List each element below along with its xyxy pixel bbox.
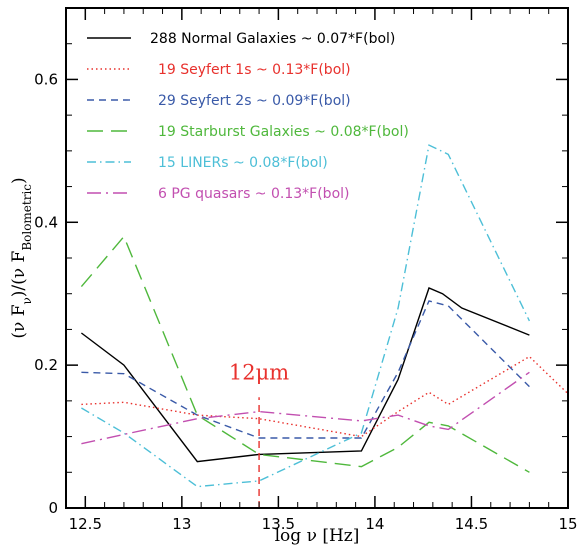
x-axis-label: log ν [Hz] — [275, 526, 360, 546]
legend-label-1: 19 Seyfert 1s ~ 0.13*F(bol) — [158, 62, 351, 78]
series-line-5 — [81, 371, 530, 445]
x-tick-label: 12.5 — [69, 515, 102, 533]
series-layer — [80, 144, 569, 488]
annotation-layer: 12μm — [229, 360, 289, 508]
series-line-4 — [81, 144, 531, 488]
x-tick-label: 15 — [558, 515, 577, 533]
legend: 288 Normal Galaxies ~ 0.07*F(bol) 19 Seyf… — [87, 31, 409, 202]
series-line-2 — [81, 300, 530, 439]
legend-label-0: 288 Normal Galaxies ~ 0.07*F(bol) — [150, 31, 395, 47]
x-tick-label: 13 — [172, 515, 191, 533]
legend-label-3: 19 Starburst Galaxies ~ 0.08*F(bol) — [158, 124, 409, 140]
legend-label-4: 15 LINERs ~ 0.08*F(bol) — [158, 155, 328, 171]
series-line-1 — [81, 355, 569, 438]
y-tick-label: 0 — [48, 499, 58, 517]
x-tick-label: 13.5 — [262, 515, 295, 533]
y-tick-label: 0.4 — [34, 213, 58, 231]
x-tick-label: 14 — [365, 515, 384, 533]
series-line-0 — [80, 287, 530, 463]
axis-ticks: 12.5 13 13.5 14 14.5 15 0 0.2 0.4 0.6 — [34, 8, 578, 533]
y-axis-label: (ν Fν)/(ν FBolometric) — [9, 177, 34, 338]
plot-frame — [65, 7, 569, 509]
y-tick-label: 0.6 — [34, 70, 58, 88]
y-tick-label: 0.2 — [34, 356, 58, 374]
legend-label-2: 29 Seyfert 2s ~ 0.09*F(bol) — [158, 93, 351, 109]
legend-label-5: 6 PG quasars ~ 0.13*F(bol) — [158, 186, 349, 202]
annotation-12um-label: 12μm — [229, 360, 289, 384]
series-line-3 — [80, 235, 530, 473]
x-tick-label: 14.5 — [455, 515, 488, 533]
